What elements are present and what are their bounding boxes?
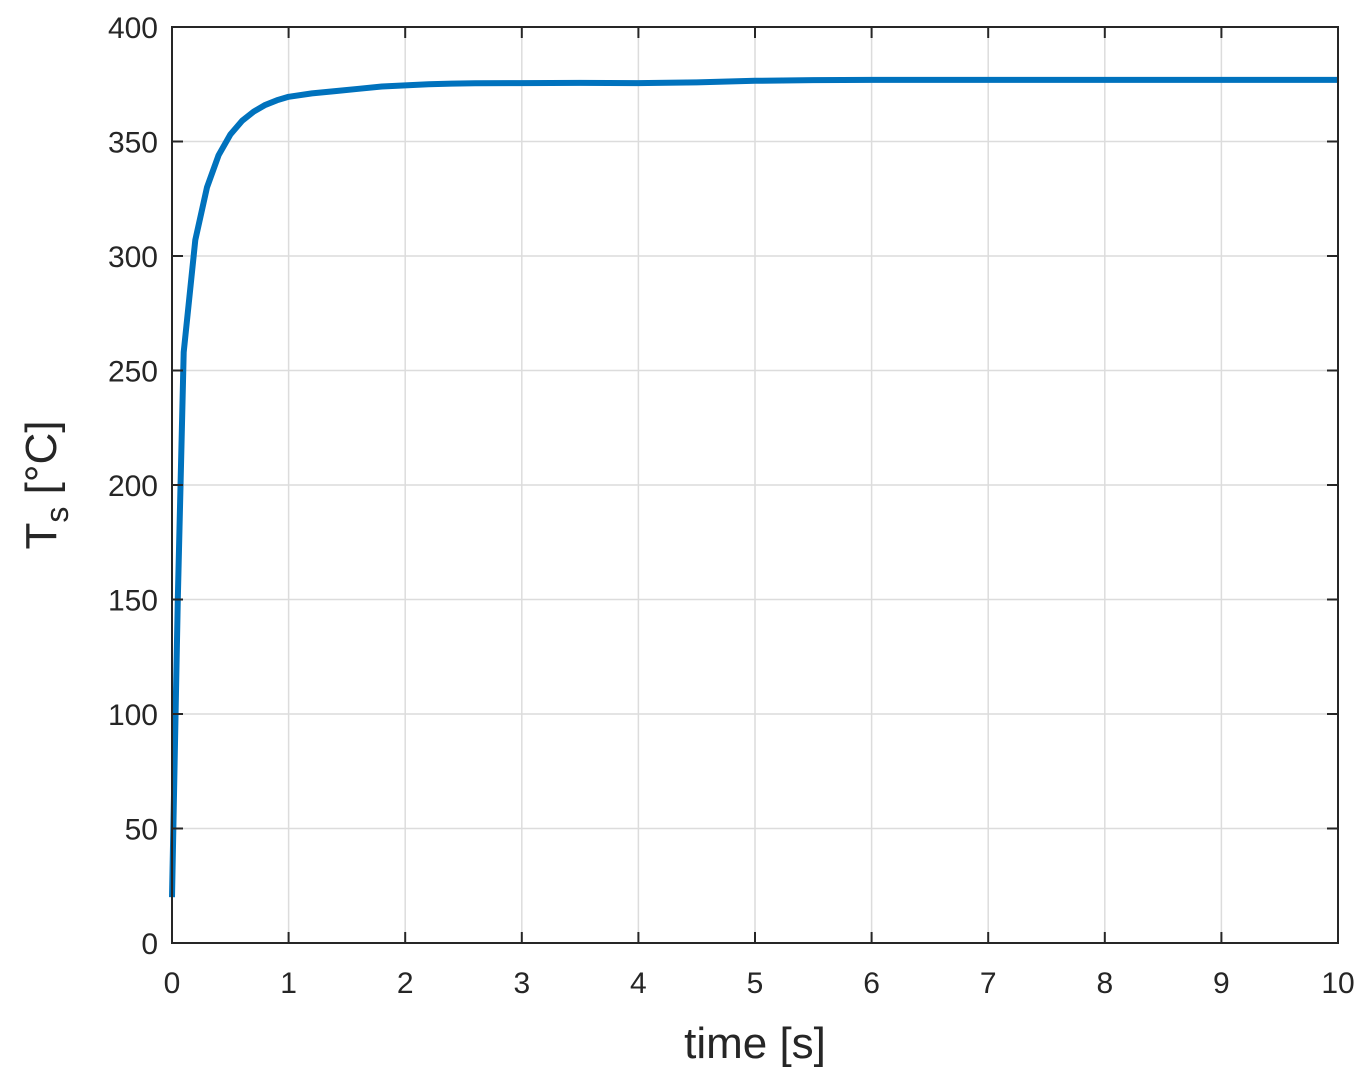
y-tick-label: 350 [108, 127, 158, 160]
x-tick-label: 10 [1321, 967, 1354, 1000]
series-layer [169, 76, 1338, 898]
x-tick-label: 2 [397, 967, 414, 1000]
x-tick-label: 1 [280, 967, 297, 1000]
y-tick-label: 400 [108, 12, 158, 45]
x-tick-label: 7 [980, 967, 997, 1000]
y-axis-label: Ts [°C] [17, 421, 75, 550]
x-tick-label: 5 [747, 967, 764, 1000]
y-tick-label: 0 [141, 928, 158, 961]
x-tick-label: 4 [630, 967, 647, 1000]
y-tick-labels: 0 50 100 150 200 250 300 350 400 [108, 12, 158, 961]
y-axis-label-unit: [°C] [17, 421, 66, 507]
y-axis-label-subscript: s [39, 507, 75, 523]
y-tick-label: 100 [108, 699, 158, 732]
y-axis-label-main: T [17, 523, 66, 550]
y-tick-label: 200 [108, 470, 158, 503]
x-axis-label: time [s] [684, 1019, 826, 1068]
grid [171, 26, 1339, 944]
y-tick-label: 250 [108, 356, 158, 389]
x-tick-label: 8 [1096, 967, 1113, 1000]
x-tick-label: 9 [1213, 967, 1230, 1000]
y-tick-label: 150 [108, 585, 158, 618]
x-tick-labels: 0 1 2 3 4 5 6 7 8 9 10 [164, 967, 1355, 1000]
y-tick-label: 300 [108, 241, 158, 274]
ticks [171, 26, 1339, 944]
series-line-1 [169, 76, 1338, 898]
x-tick-label: 0 [164, 967, 181, 1000]
x-tick-label: 6 [863, 967, 880, 1000]
x-tick-label: 3 [513, 967, 530, 1000]
y-tick-label: 50 [125, 814, 158, 847]
